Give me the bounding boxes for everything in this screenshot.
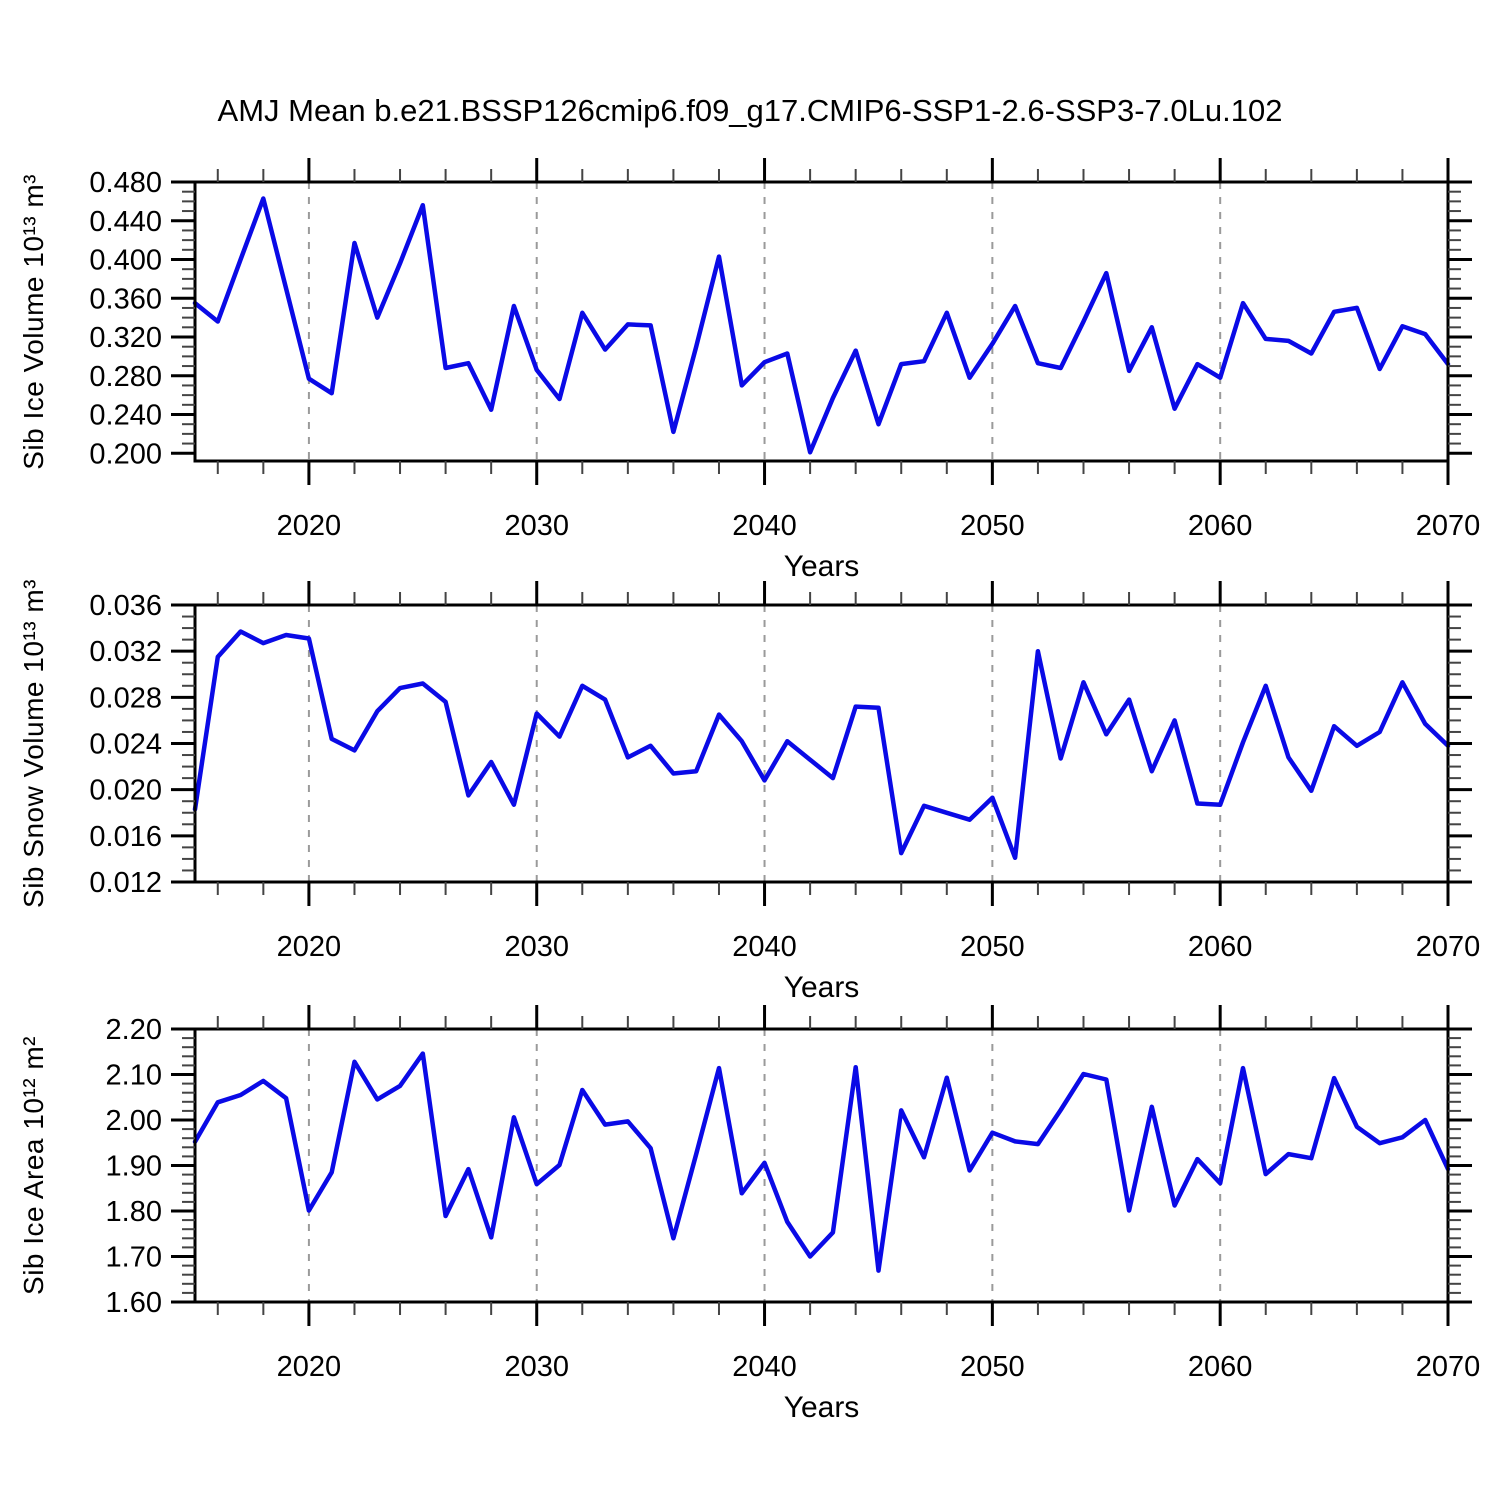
y-tick-label: 2.00 [106, 1105, 162, 1137]
y-tick-label: 0.032 [89, 636, 162, 668]
x-tick-label: 2070 [1416, 1351, 1481, 1383]
x-tick-label: 2050 [960, 510, 1025, 542]
plot-frame [193, 1027, 1450, 1304]
y-tick-label: 0.024 [89, 729, 162, 761]
x-tick-label: 2020 [277, 1351, 342, 1383]
x-axis-title: Years [783, 1391, 860, 1424]
y-tick-label: 0.200 [89, 438, 162, 470]
y-tick-label: 0.400 [89, 245, 162, 277]
x-tick-label: 2030 [504, 510, 569, 542]
y-tick-label: 0.280 [89, 361, 162, 393]
x-tick-label: 2020 [277, 931, 342, 963]
y-tick-label: 0.036 [89, 590, 162, 622]
y-tick-label: 1.60 [106, 1287, 162, 1319]
x-tick-label: 2060 [1188, 1351, 1253, 1383]
data-line-series [192, 1051, 1451, 1273]
plot-frame [193, 603, 1450, 884]
y-tick-label: 0.016 [89, 821, 162, 853]
y-tick-label: 2.10 [106, 1060, 162, 1092]
x-axis-title: Years [783, 550, 860, 583]
y-tick-label: 0.012 [89, 867, 162, 899]
x-tick-label: 2070 [1416, 510, 1481, 542]
x-tick-label: 2050 [960, 931, 1025, 963]
x-tick-label: 2050 [960, 1351, 1025, 1383]
x-axis-title: Years [783, 971, 860, 1004]
x-tick-label: 2040 [732, 1351, 797, 1383]
x-tick-label: 2030 [504, 931, 569, 963]
data-line-series [192, 196, 1451, 455]
data-line-series [192, 629, 1451, 861]
y-tick-label: 0.360 [89, 283, 162, 315]
y-tick-label: 1.70 [106, 1242, 162, 1274]
x-tick-label: 2070 [1416, 931, 1481, 963]
y-tick-label: 2.20 [106, 1014, 162, 1046]
x-tick-label: 2030 [504, 1351, 569, 1383]
x-tick-label: 2040 [732, 931, 797, 963]
y-tick-label: 1.80 [106, 1196, 162, 1228]
y-tick-label: 0.240 [89, 400, 162, 432]
x-tick-label: 2060 [1188, 510, 1253, 542]
chart-title: AMJ Mean b.e21.BSSP126cmip6.f09_g17.CMIP… [217, 93, 1283, 128]
y-tick-label: 0.320 [89, 322, 162, 354]
y-tick-label: 1.90 [106, 1151, 162, 1183]
x-tick-label: 2060 [1188, 931, 1253, 963]
y-tick-label: 0.440 [89, 206, 162, 238]
plot-frame [193, 180, 1450, 463]
x-tick-label: 2040 [732, 510, 797, 542]
y-tick-label: 0.028 [89, 682, 162, 714]
y-tick-label: 0.480 [89, 167, 162, 199]
y-tick-label: 0.020 [89, 775, 162, 807]
x-tick-label: 2020 [277, 510, 342, 542]
